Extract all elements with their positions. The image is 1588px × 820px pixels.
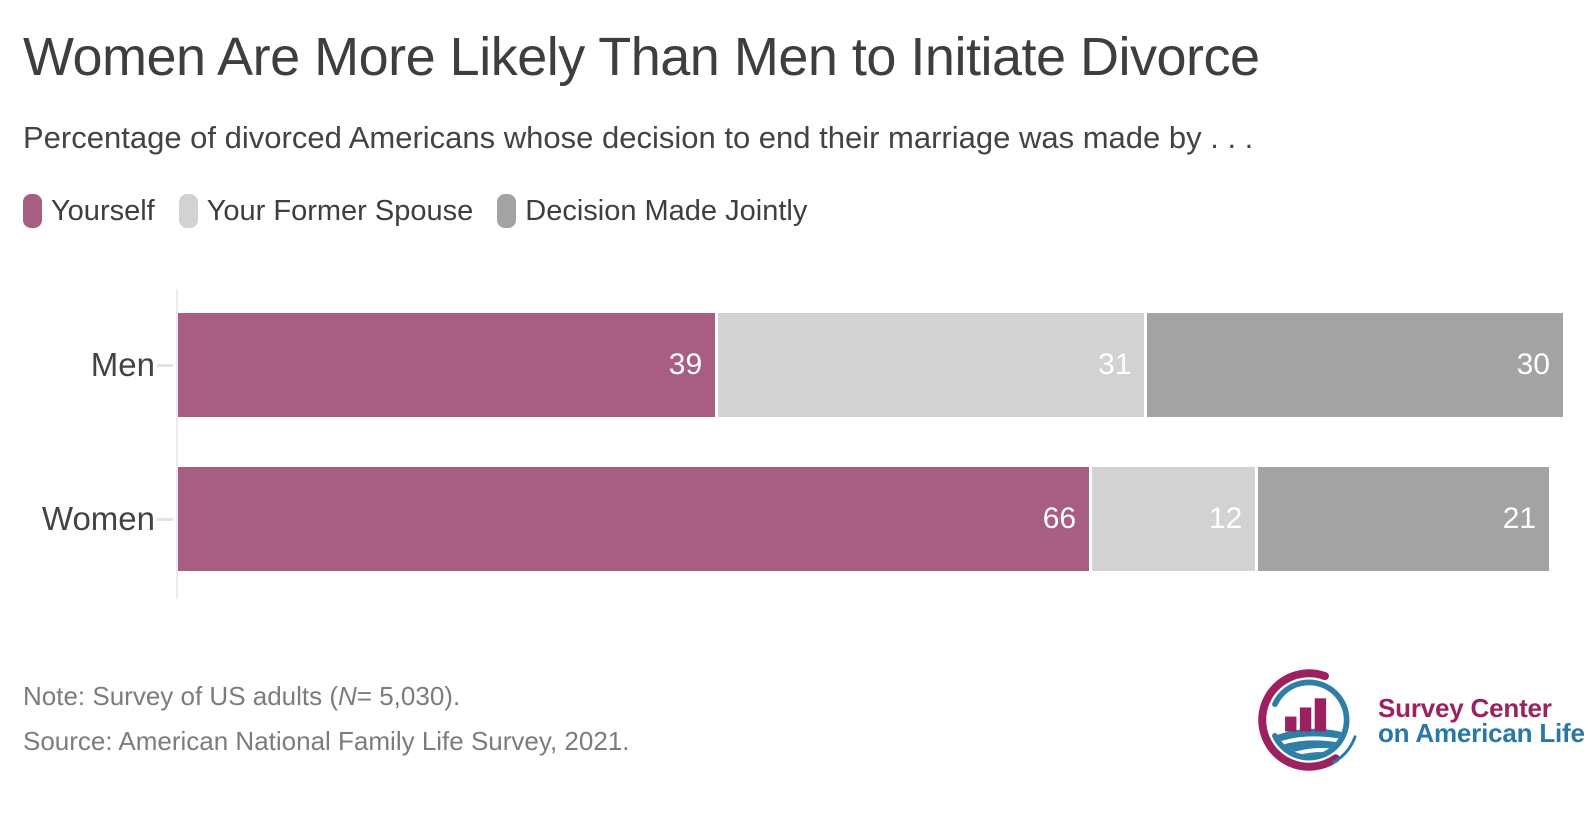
segment-men-1: 31 — [718, 313, 1148, 417]
legend-swatch-icon — [23, 194, 42, 228]
logo-line1: Survey Center — [1378, 693, 1552, 723]
bar-women: 66 12 21 — [178, 467, 1550, 571]
segment-value-label: 66 — [1042, 502, 1077, 535]
survey-center-logo-icon — [1258, 669, 1357, 771]
page-subtitle: Percentage of divorced Americans whose d… — [23, 120, 1254, 155]
legend-item-2: Decision Made Jointly — [497, 194, 807, 228]
legend-item-0: Yourself — [23, 194, 155, 228]
legend-label: Decision Made Jointly — [525, 194, 808, 227]
segment-value-label: 31 — [1098, 348, 1132, 381]
note-n-variable: N — [338, 681, 357, 711]
axis-tick-women — [157, 517, 173, 521]
row-label-men: Men — [90, 346, 155, 383]
segment-value-label: 30 — [1516, 348, 1550, 381]
segment-value-label: 39 — [668, 348, 703, 381]
segment-women-2: 21 — [1258, 467, 1550, 571]
row-label-women: Women — [41, 500, 155, 537]
legend: Yourself Your Former Spouse Decision Made … — [23, 194, 831, 228]
segment-men-0: 39 — [178, 313, 719, 417]
logo-wordmark: Survey Center on American Life — [1378, 693, 1585, 748]
axis-tick-men — [157, 363, 173, 367]
legend-swatch-icon — [178, 194, 198, 228]
note-text: Note: Survey of US adults (N= 5,030). — [23, 681, 460, 712]
segment-women-0: 66 — [178, 467, 1093, 571]
segment-value-label: 12 — [1208, 502, 1243, 535]
legend-label: Your Former Spouse — [206, 194, 474, 227]
note-rest: = 5,030). — [356, 681, 461, 711]
legend-label: Yourself — [51, 194, 155, 227]
logo-line2: on American Life — [1378, 718, 1585, 748]
legend-item-1: Your Former Spouse — [178, 194, 474, 228]
bar-men: 39 31 30 — [178, 313, 1563, 417]
y-axis-line — [176, 289, 178, 599]
note-prefix: Note: Survey of US adults ( — [23, 681, 339, 711]
segment-men-2: 30 — [1147, 313, 1563, 417]
legend-swatch-icon — [497, 194, 517, 228]
segment-women-1: 12 — [1092, 467, 1259, 571]
page-title: Women Are More Likely Than Men to Initia… — [23, 27, 1260, 87]
source-text: Source: American National Family Life Su… — [23, 726, 630, 756]
segment-value-label: 21 — [1502, 502, 1537, 535]
